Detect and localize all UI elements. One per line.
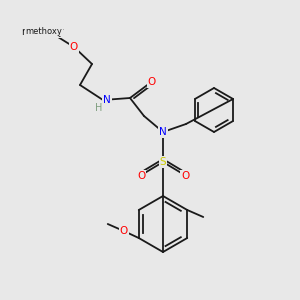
Text: O: O: [137, 171, 145, 181]
Text: methoxy: methoxy: [21, 27, 63, 37]
Text: O: O: [120, 226, 128, 236]
Text: N: N: [103, 95, 111, 105]
Text: O: O: [181, 171, 189, 181]
Text: methoxy: methoxy: [26, 26, 62, 35]
Text: S: S: [160, 157, 166, 167]
Text: O: O: [70, 42, 78, 52]
Text: H: H: [95, 103, 103, 113]
Text: O: O: [148, 77, 156, 87]
Text: N: N: [159, 127, 167, 137]
